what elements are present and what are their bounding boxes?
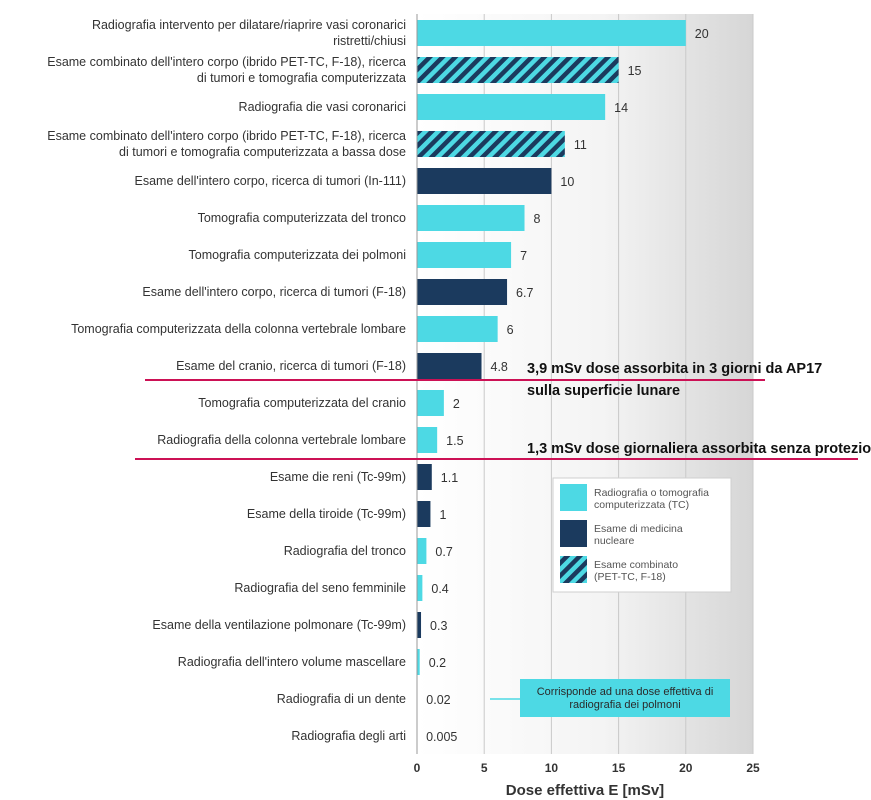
category-label: di tumori e tomografia computerizzata a … [119,145,406,159]
bar [417,168,552,194]
category-label: ristretti/chiusi [333,34,406,48]
legend-label: (PET-TC, F-18) [594,571,666,583]
reference-annotation: 3,9 mSv dose assorbita in 3 giorni da AP… [527,361,822,377]
value-label: 8 [534,212,541,226]
bar [417,538,427,564]
category-label: Radiografia intervento per dilatare/riap… [92,18,406,32]
legend-label: Esame combinato [594,559,678,571]
legend-label: Esame di medicina [594,523,683,535]
value-label: 0.4 [431,582,448,596]
legend-label: computerizzata (TC) [594,499,689,511]
value-label: 4.8 [491,360,508,374]
legend-swatch [560,520,587,547]
category-label: di tumori e tomografia computerizzata [197,71,406,85]
category-label: Esame della tiroide (Tc-99m) [247,507,406,521]
value-label: 2 [453,397,460,411]
bar [417,242,512,268]
reference-annotation: sulla superficie lunare [527,383,680,399]
x-tick-label: 25 [746,761,760,775]
bar [417,279,508,305]
x-axis: 0 5 10 15 20 25 Dose effettiva E [mSv] [414,14,760,799]
bar [417,20,686,46]
category-label: Tomografia computerizzata del cranio [198,396,406,410]
bar [417,649,420,675]
category-label: Radiografia dell'intero volume mascellar… [178,655,406,669]
bar [417,390,444,416]
value-label: 10 [560,175,574,189]
bar [417,94,606,120]
x-axis-title: Dose effettiva E [mSv] [506,782,664,799]
value-label: 14 [614,101,628,115]
callout-text: Corrisponde ad una dose effettiva di [537,686,714,698]
legend-swatch [560,484,587,511]
value-label: 1.1 [441,471,458,485]
category-label: Esame dell'intero corpo, ricerca di tumo… [135,174,406,188]
value-label: 0.2 [429,656,446,670]
bar [417,353,482,379]
value-label: 0.005 [426,730,457,744]
bars-group [417,20,686,749]
bar [417,205,525,231]
category-label: Esame della ventilazione polmonare (Tc-9… [152,618,406,632]
value-label: 0.02 [426,693,450,707]
x-tick-label: 10 [545,761,559,775]
reference-lines: 3,9 mSv dose assorbita in 3 giorni da AP… [135,361,871,460]
category-label: Radiografia del seno femminile [234,581,406,595]
bar [417,501,431,527]
value-label: 1 [439,508,446,522]
category-label: Esame combinato dell'intero corpo (ibrid… [47,55,406,69]
value-label: 11 [574,138,587,152]
bar [417,575,423,601]
value-label: 6 [507,323,514,337]
callout-box [520,679,730,717]
reference-annotation: 1,3 mSv dose giornaliera assorbita senza… [527,441,871,457]
value-label: 0.3 [430,619,447,633]
category-label: Radiografia del tronco [284,544,406,558]
callout-text: radiografia dei polmoni [569,699,680,711]
value-label: 7 [520,249,527,263]
x-tick-label: 5 [481,761,488,775]
labels-group: Radiografia intervento per dilatare/riap… [47,18,709,744]
category-label: Esame dell'intero corpo, ricerca di tumo… [142,285,406,299]
bar [417,427,438,453]
bar [417,57,619,83]
value-label: 20 [695,27,709,41]
category-label: Radiografia della colonna vertebrale lom… [157,433,406,447]
category-label: Esame del cranio, ricerca di tumori (F-1… [176,359,406,373]
value-label: 15 [628,64,642,78]
x-tick-label: 0 [414,761,421,775]
value-label: 1.5 [446,434,463,448]
category-label: Tomografia computerizzata della colonna … [71,322,406,336]
legend-label: Radiografia o tomografia [594,487,709,499]
category-label: Radiografia di un dente [277,692,406,706]
category-label: Radiografia degli arti [291,729,406,743]
x-tick-label: 15 [612,761,626,775]
category-label: Esame combinato dell'intero corpo (ibrid… [47,129,406,143]
category-label: Tomografia computerizzata del tronco [198,211,406,225]
bar [417,464,432,490]
value-label: 6.7 [516,286,533,300]
x-tick-label: 20 [679,761,693,775]
category-label: Tomografia computerizzata dei polmoni [189,248,406,262]
bar [417,131,565,157]
legend-swatch [560,556,587,583]
category-label: Radiografia die vasi coronarici [239,100,406,114]
bar [417,612,422,638]
category-label: Esame die reni (Tc-99m) [270,470,406,484]
legend-label: nucleare [594,535,634,547]
value-label: 0.7 [435,545,452,559]
callout: Corrisponde ad una dose effettiva diradi… [490,679,730,717]
bar [417,316,498,342]
